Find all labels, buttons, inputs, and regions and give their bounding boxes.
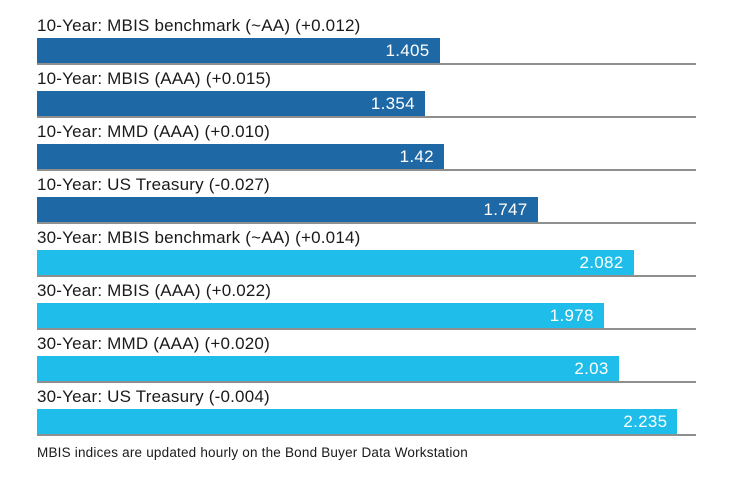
row-divider [37, 328, 696, 330]
bar-row-30y-mbis-benchmark: 30-Year: MBIS benchmark (~AA) (+0.014) 2… [37, 228, 696, 277]
bar-row-30y-us-treasury: 30-Year: US Treasury (-0.004) 2.235 [37, 387, 696, 436]
bar-fill: 1.405 [37, 38, 440, 63]
bar-row-10y-us-treasury: 10-Year: US Treasury (-0.027) 1.747 [37, 175, 696, 224]
bar-label: 30-Year: MMD (AAA) (+0.020) [37, 334, 270, 353]
bar-value-label: 2.235 [623, 411, 668, 431]
bar-value-label: 2.082 [579, 252, 624, 272]
bar-fill: 1.42 [37, 144, 444, 169]
bar-track: 1.42 [37, 144, 696, 169]
bar-fill: 1.354 [37, 91, 425, 116]
bar-label: 30-Year: US Treasury (-0.004) [37, 387, 270, 406]
bar-row-10y-mbis-aaa: 10-Year: MBIS (AAA) (+0.015) 1.354 [37, 69, 696, 118]
bar-label: 10-Year: MBIS (AAA) (+0.015) [37, 69, 272, 88]
bar-label: 10-Year: US Treasury (-0.027) [37, 175, 270, 194]
bar-row-30y-mbis-aaa: 30-Year: MBIS (AAA) (+0.022) 1.978 [37, 281, 696, 330]
bar-fill: 2.082 [37, 250, 634, 275]
row-divider [37, 434, 696, 436]
row-divider [37, 116, 696, 118]
bar-label: 30-Year: MBIS (AAA) (+0.022) [37, 281, 272, 300]
row-divider [37, 63, 696, 65]
bar-value-label: 1.405 [385, 40, 430, 60]
bar-value-label: 1.354 [370, 93, 415, 113]
bar-row-30y-mmd-aaa: 30-Year: MMD (AAA) (+0.020) 2.03 [37, 334, 696, 383]
bar-track: 1.354 [37, 91, 696, 116]
bar-track: 1.978 [37, 303, 696, 328]
bar-value-label: 1.42 [399, 146, 434, 166]
bar-fill: 2.03 [37, 356, 619, 381]
bar-row-10y-mmd-aaa: 10-Year: MMD (AAA) (+0.010) 1.42 [37, 122, 696, 171]
row-divider [37, 222, 696, 224]
bar-label: 30-Year: MBIS benchmark (~AA) (+0.014) [37, 228, 361, 247]
bar-fill: 1.978 [37, 303, 604, 328]
row-divider [37, 275, 696, 277]
bar-fill: 1.747 [37, 197, 538, 222]
bar-row-10y-mbis-benchmark: 10-Year: MBIS benchmark (~AA) (+0.012) 1… [37, 16, 696, 65]
bar-track: 1.747 [37, 197, 696, 222]
chart-footnote: MBIS indices are updated hourly on the B… [37, 445, 468, 460]
bar-track: 2.03 [37, 356, 696, 381]
bar-value-label: 1.978 [549, 305, 594, 325]
bar-track: 2.082 [37, 250, 696, 275]
bar-value-label: 1.747 [483, 199, 528, 219]
bar-track: 1.405 [37, 38, 696, 63]
row-divider [37, 381, 696, 383]
row-divider [37, 169, 696, 171]
bar-label: 10-Year: MBIS benchmark (~AA) (+0.012) [37, 16, 361, 35]
bar-value-label: 2.03 [574, 358, 609, 378]
bar-label: 10-Year: MMD (AAA) (+0.010) [37, 122, 270, 141]
bar-fill: 2.235 [37, 409, 678, 434]
bar-track: 2.235 [37, 409, 696, 434]
